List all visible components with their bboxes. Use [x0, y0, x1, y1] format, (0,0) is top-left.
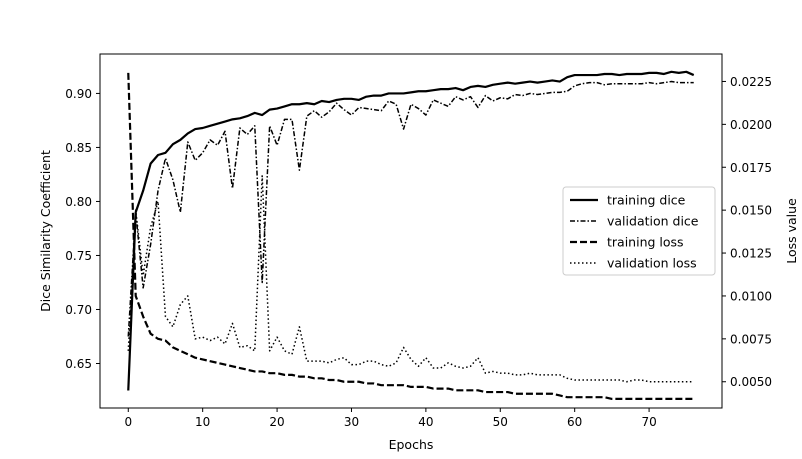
x-tick-label: 0: [124, 415, 132, 429]
x-tick-label: 10: [195, 415, 210, 429]
right-y-tick-label: 0.0125: [730, 247, 772, 261]
left-y-tick-label: 0.65: [65, 357, 92, 371]
left-y-axis: 0.65 0.70 0.75 0.80 0.85 0.90: [65, 87, 100, 371]
x-axis: 0 10 20 30 40 50 60 70: [124, 408, 657, 429]
series-line-validation-loss: [127, 175, 694, 383]
plot-frame: [99, 53, 723, 409]
left-y-axis-label: Dice Similarity Coefficient: [38, 150, 53, 312]
right-y-tick-label: 0.0075: [730, 332, 772, 346]
x-tick-label: 50: [493, 415, 508, 429]
x-axis-label: Epochs: [389, 437, 434, 452]
legend-label: validation loss: [607, 256, 697, 271]
right-y-tick-label: 0.0100: [730, 289, 772, 303]
x-tick-label: 70: [641, 415, 656, 429]
series-line-training-dice: [127, 70, 695, 391]
x-tick-label: 40: [418, 415, 433, 429]
legend-label: training dice: [607, 193, 686, 208]
x-tick-label: 20: [269, 415, 284, 429]
x-tick-label: 60: [567, 415, 582, 429]
left-y-tick-label: 0.85: [65, 141, 92, 155]
legend: training dice validation dice training los…: [562, 186, 716, 276]
left-y-tick-label: 0.90: [65, 87, 92, 101]
right-y-tick-label: 0.0225: [730, 75, 772, 89]
left-y-tick-label: 0.70: [65, 303, 92, 317]
series-line-validation-dice: [127, 80, 694, 337]
left-y-tick-label: 0.75: [65, 249, 92, 263]
right-y-tick-label: 0.0200: [730, 118, 772, 132]
right-y-axis-label: Loss value: [784, 198, 799, 264]
legend-box: [562, 186, 716, 276]
legend-label: validation dice: [607, 214, 699, 229]
right-y-tick-label: 0.0050: [730, 375, 772, 389]
series-line-training-loss: [127, 72, 694, 401]
right-y-axis: 0.0050 0.0075 0.0100 0.0125 0.0150 0.0175 0.02…: [722, 75, 772, 389]
left-y-tick-label: 0.80: [65, 195, 92, 209]
x-tick-label: 30: [344, 415, 359, 429]
right-y-tick-label: 0.0175: [730, 161, 772, 175]
right-y-tick-label: 0.0150: [730, 204, 772, 218]
legend-label: training loss: [607, 235, 684, 250]
